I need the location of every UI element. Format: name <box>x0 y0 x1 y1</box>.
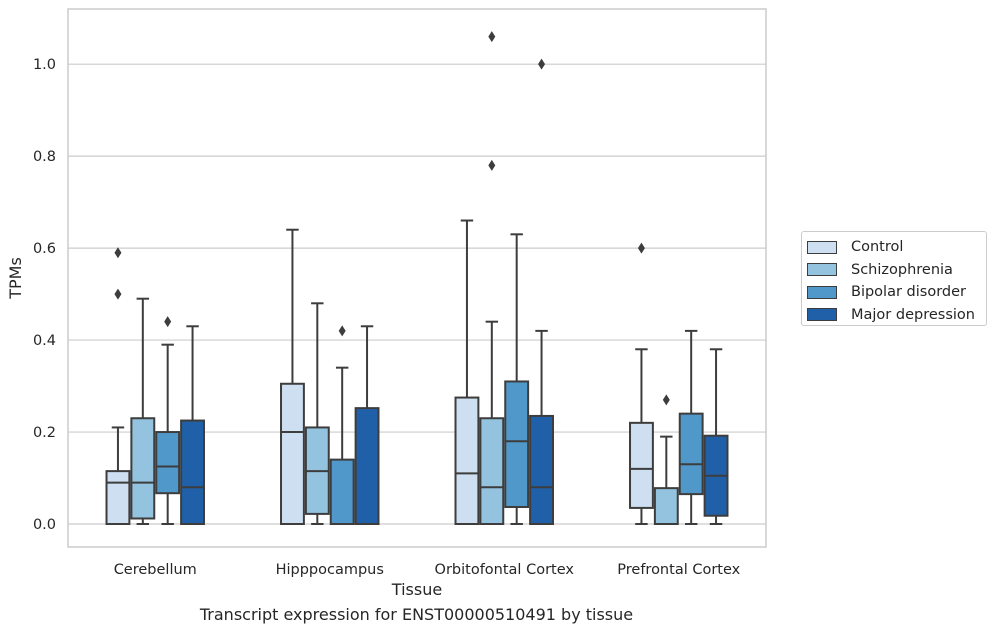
x-tick-label: Hipppocampus <box>276 562 384 578</box>
y-tick-labels: 0.0 0.2 0.4 0.6 0.8 1.0 <box>33 57 56 533</box>
box-major-depression <box>354 325 380 526</box>
outlier-point <box>538 58 546 70</box>
box-iqr <box>180 419 205 526</box>
box-bipolar-disorder <box>155 316 181 526</box>
box-iqr <box>454 396 480 526</box>
legend-label: Bipolar disorder <box>851 284 966 301</box>
box-iqr <box>280 382 305 526</box>
x-tick-label: Cerebellum <box>114 562 197 578</box>
box-iqr <box>130 417 156 520</box>
box-iqr <box>479 417 505 526</box>
box-control <box>105 247 131 526</box>
boxes <box>105 31 729 526</box>
box-bipolar-disorder <box>329 325 355 526</box>
outlier-point <box>114 288 122 300</box>
legend-swatch <box>807 285 837 299</box>
box-iqr <box>504 380 530 508</box>
legend-item: Control <box>807 236 986 259</box>
box-major-depression <box>703 348 729 526</box>
y-tick-label: 1.0 <box>33 57 56 73</box>
box-control <box>454 219 480 526</box>
box-iqr <box>354 407 380 526</box>
box-iqr <box>629 421 654 509</box>
box-schizophrenia <box>130 297 156 526</box>
legend-label: Major depression <box>851 306 975 323</box>
legend-label: Control <box>851 239 904 256</box>
figure-caption: Transcript expression for ENST0000051049… <box>199 605 634 624</box>
box-iqr <box>678 412 704 496</box>
box-iqr <box>529 414 554 526</box>
plot-frame <box>67 8 767 548</box>
outlier-point <box>662 394 670 406</box>
box-schizophrenia <box>653 394 679 526</box>
y-tick-label: 0.2 <box>33 425 56 441</box>
x-axis-label: Tissue <box>391 580 442 599</box>
legend-swatch <box>807 308 837 322</box>
box-schizophrenia <box>479 31 505 526</box>
y-tick-label: 0.8 <box>33 149 56 165</box>
legend-swatch <box>807 240 837 254</box>
outlier-point <box>488 31 496 43</box>
y-axis-label: TPMs <box>6 257 25 300</box>
x-tick-label: Prefrontal Cortex <box>617 562 740 578</box>
box-bipolar-disorder <box>678 329 704 526</box>
x-tick-label: Orbitofontal Cortex <box>435 562 575 578</box>
legend-item: Bipolar disorder <box>807 281 986 304</box>
outlier-point <box>488 159 496 171</box>
box-iqr <box>653 487 679 526</box>
y-tick-label: 0.6 <box>33 241 56 257</box>
box-major-depression <box>180 325 205 526</box>
legend-label: Schizophrenia <box>851 261 953 278</box>
legend-item: Major depression <box>807 304 986 327</box>
outlier-point <box>164 316 172 328</box>
x-tick-labels: Cerebellum Hipppocampus Orbitofontal Corte… <box>114 562 741 578</box>
box-iqr <box>329 458 355 526</box>
outlier-point <box>637 242 645 254</box>
box-control <box>629 242 654 526</box>
y-tick-label: 0.0 <box>33 517 56 533</box>
box-major-depression <box>529 58 554 526</box>
box-schizophrenia <box>304 302 330 526</box>
outlier-point <box>338 325 346 337</box>
legend-swatch <box>807 263 837 277</box>
y-tick-label: 0.4 <box>33 333 56 349</box>
box-iqr <box>155 431 181 495</box>
box-iqr <box>105 470 131 526</box>
box-control <box>280 228 305 526</box>
legend: Control Schizophrenia Bipolar disorder Majo… <box>801 231 987 326</box>
outlier-point <box>114 247 122 259</box>
box-bipolar-disorder <box>504 233 530 526</box>
legend-item: Schizophrenia <box>807 259 986 282</box>
